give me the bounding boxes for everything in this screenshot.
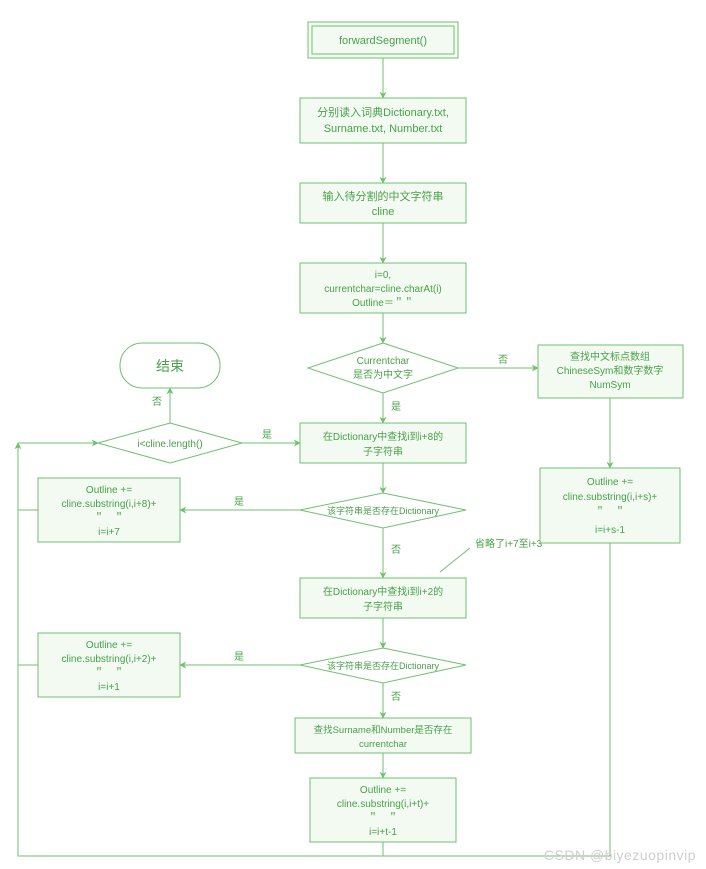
node-surname: 查找Surname和Number是否存在 currentchar bbox=[295, 718, 471, 753]
node-start: forwardSegment() bbox=[308, 22, 458, 58]
ischar-line2: 是否为中文字 bbox=[353, 368, 413, 381]
node-out-s: Outline += cline.substring(i,i+s)+ ＂ ＂ i… bbox=[540, 468, 680, 543]
edge-no-1: 否 bbox=[498, 354, 508, 366]
node-init: i=0, currentchar=cline.charAt(i) Outline… bbox=[300, 263, 466, 313]
node-lookup2: 在Dictionary中查找i到i+2的 子字符串 bbox=[300, 578, 466, 618]
node-input: 输入待分割的中文字符串 cline bbox=[300, 183, 466, 223]
end-label: 结束 bbox=[156, 358, 184, 374]
node-out-2: Outline += cline.substring(i,i+2)+ ＂ ＂ i… bbox=[38, 633, 180, 697]
init-line2: currentchar=cline.charAt(i) bbox=[324, 284, 442, 295]
node-lookup8: 在Dictionary中查找i到i+8的 子字符串 bbox=[300, 423, 466, 463]
init-line1: i=0, bbox=[375, 270, 391, 281]
lookup8-line1: 在Dictionary中查找i到i+8的 bbox=[323, 430, 443, 443]
lookup8-line2: 子字符串 bbox=[363, 445, 403, 458]
sym-l1: 查找中文标点数组 bbox=[570, 350, 650, 363]
flowchart-canvas: 是 否 否 是 否 是 是 否 省略了i+7至i+3 forwardSegmen… bbox=[0, 0, 706, 869]
out-8-l1: Outline += bbox=[86, 485, 132, 496]
node-read-dict: 分别读入词典Dictionary.txt, Surname.txt, Numbe… bbox=[300, 98, 466, 143]
out-t-l4: i=i+t-1 bbox=[369, 827, 397, 838]
edge-no-2: 否 bbox=[391, 544, 401, 556]
read-line1: 分别读入词典Dictionary.txt, bbox=[317, 105, 449, 119]
out-t-l1: Outline += bbox=[360, 785, 406, 796]
loop-label: i<cline.length() bbox=[137, 439, 202, 450]
out-t-l2: cline.substring(i,i+t)+ bbox=[337, 799, 429, 810]
indict8-label: 该字符串是否存在Dictionary bbox=[327, 505, 440, 516]
input-line1: 输入待分割的中文字符串 bbox=[323, 189, 444, 203]
node-end: 结束 bbox=[120, 343, 220, 388]
surname-line1: 查找Surname和Number是否存在 bbox=[314, 724, 453, 736]
sym-l2: ChineseSym和数字数字 bbox=[557, 364, 664, 377]
out-s-l2: cline.substring(i,i+s)+ bbox=[563, 492, 658, 503]
out-t-l3: ＂ ＂ bbox=[368, 811, 398, 824]
init-line3: Outline＝＂＂ bbox=[352, 296, 414, 309]
surname-line2: currentchar bbox=[359, 739, 407, 750]
out-8-l4: i=i+7 bbox=[98, 527, 120, 538]
node-sym: 查找中文标点数组 ChineseSym和数字数字 NumSym bbox=[538, 345, 683, 398]
out-8-l3: ＂ ＂ bbox=[94, 511, 124, 524]
out-2-l3: ＂ ＂ bbox=[94, 666, 124, 679]
node-loop: i<cline.length() bbox=[98, 423, 242, 463]
lookup2-line2: 子字符串 bbox=[363, 600, 403, 613]
sym-l3: NumSym bbox=[589, 380, 630, 391]
node-out-t: Outline += cline.substring(i,i+t)+ ＂ ＂ i… bbox=[310, 778, 456, 842]
node-ischar: Currentchar 是否为中文字 bbox=[308, 343, 458, 393]
edge-yes-1: 是 bbox=[391, 401, 401, 413]
out-2-l2: cline.substring(i,i+2)+ bbox=[61, 654, 156, 665]
ischar-line1: Currentchar bbox=[357, 356, 410, 367]
out-s-l1: Outline += bbox=[587, 477, 633, 488]
out-s-l3: ＂ ＂ bbox=[595, 505, 625, 518]
out-2-l4: i=i+1 bbox=[98, 682, 120, 693]
node-indict8: 该字符串是否存在Dictionary bbox=[300, 493, 466, 528]
edge-yes-3: 是 bbox=[234, 651, 244, 663]
edge-no-4: 否 bbox=[152, 396, 162, 408]
node-indict2: 该字符串是否存在Dictionary bbox=[300, 648, 466, 683]
edge-yes-4: 是 bbox=[262, 429, 272, 441]
out-s-l4: i=i+s-1 bbox=[595, 525, 625, 536]
indict2-label: 该字符串是否存在Dictionary bbox=[327, 660, 440, 671]
start-label: forwardSegment() bbox=[339, 35, 427, 47]
out-2-l1: Outline += bbox=[86, 640, 132, 651]
edge-omit: 省略了i+7至i+3 bbox=[475, 537, 543, 550]
read-line2: Surname.txt, Number.txt bbox=[324, 123, 443, 135]
lookup2-line1: 在Dictionary中查找i到i+2的 bbox=[323, 585, 443, 598]
input-line2: cline bbox=[372, 206, 395, 218]
out-8-l2: cline.substring(i,i+8)+ bbox=[61, 499, 156, 510]
edge-no-3: 否 bbox=[391, 691, 401, 703]
node-out-8: Outline += cline.substring(i,i+8)+ ＂ ＂ i… bbox=[38, 478, 180, 542]
edge-yes-2: 是 bbox=[234, 496, 244, 508]
